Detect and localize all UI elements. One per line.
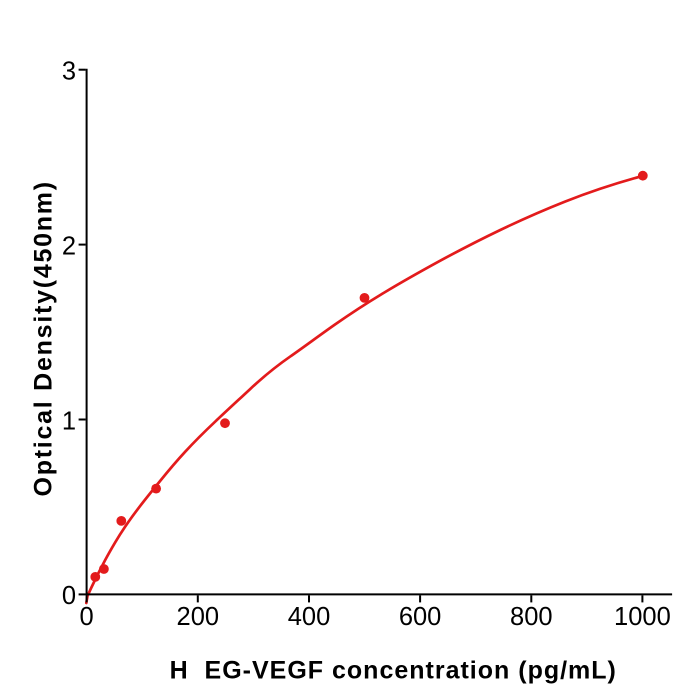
svg-text:H EG-VEGF concentration (pg/m: H EG-VEGF concentration (pg/mL) — [170, 657, 617, 685]
svg-text:Optical Density(450nm): Optical Density(450nm) — [29, 180, 57, 496]
svg-text:600: 600 — [399, 603, 442, 631]
svg-text:1: 1 — [62, 407, 76, 435]
svg-text:1000: 1000 — [614, 603, 671, 631]
svg-text:0: 0 — [80, 603, 94, 631]
svg-text:2: 2 — [62, 232, 76, 260]
svg-text:0: 0 — [62, 582, 76, 610]
svg-text:400: 400 — [288, 603, 331, 631]
svg-text:3: 3 — [62, 58, 76, 86]
svg-text:800: 800 — [510, 603, 553, 631]
svg-text:200: 200 — [177, 603, 220, 631]
